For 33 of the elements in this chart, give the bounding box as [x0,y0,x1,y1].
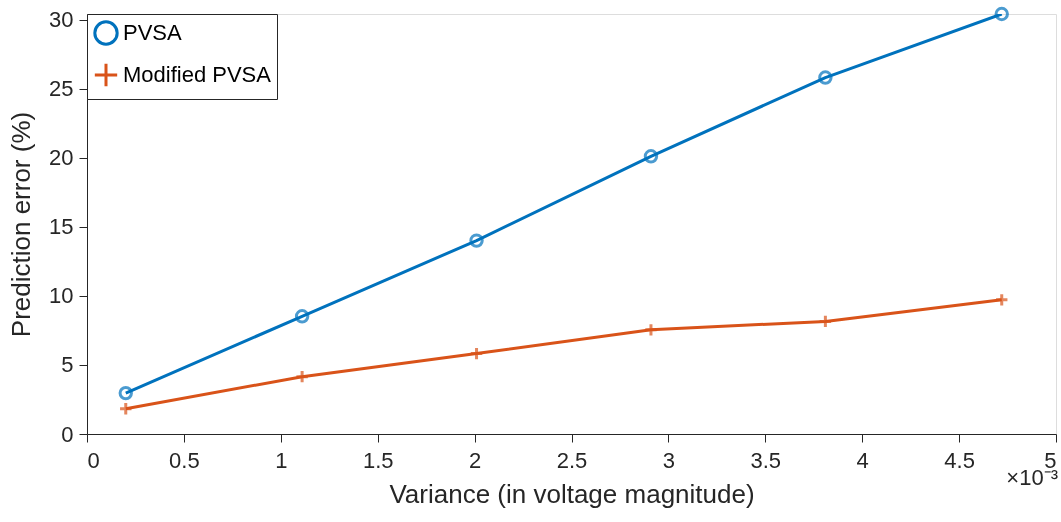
y-axis-title: Prediction error (%) [6,111,37,338]
x-tick-label: 2.5 [556,447,588,473]
point [294,369,310,384]
point [643,149,659,164]
point [818,70,833,85]
point [643,322,659,338]
x-tick-label: 2 [468,447,482,473]
point [469,233,484,248]
y-tick-label: 15 [49,214,74,240]
x-tick-label: 1.5 [362,447,394,473]
y-tick-label: 20 [49,145,74,171]
y-tick-label: 0 [61,421,74,447]
point [118,401,133,416]
point [469,346,484,361]
x-tick-label: 3 [662,447,676,473]
point [118,385,133,401]
legend-label: PVSA [123,20,183,45]
x-tick-label: 4.5 [944,447,975,473]
x-tick-label: 4 [856,447,869,473]
x-tick-label: 0 [87,447,100,473]
point [294,309,310,324]
point [994,6,1009,22]
y-tick-label: 25 [49,76,74,102]
x-tick-label: 0.5 [169,447,200,473]
y-tick-label: 30 [49,7,74,33]
point [818,314,833,329]
x-axis-title: Variance (in voltage magnitude) [389,478,755,509]
y-tick-label: 10 [49,283,74,309]
x-tick-label: 1 [275,447,288,473]
point [994,292,1009,308]
x-tick-label: 3.5 [750,447,782,473]
y-tick-label: 5 [61,352,74,378]
legend-label: Modified PVSA [123,62,272,87]
